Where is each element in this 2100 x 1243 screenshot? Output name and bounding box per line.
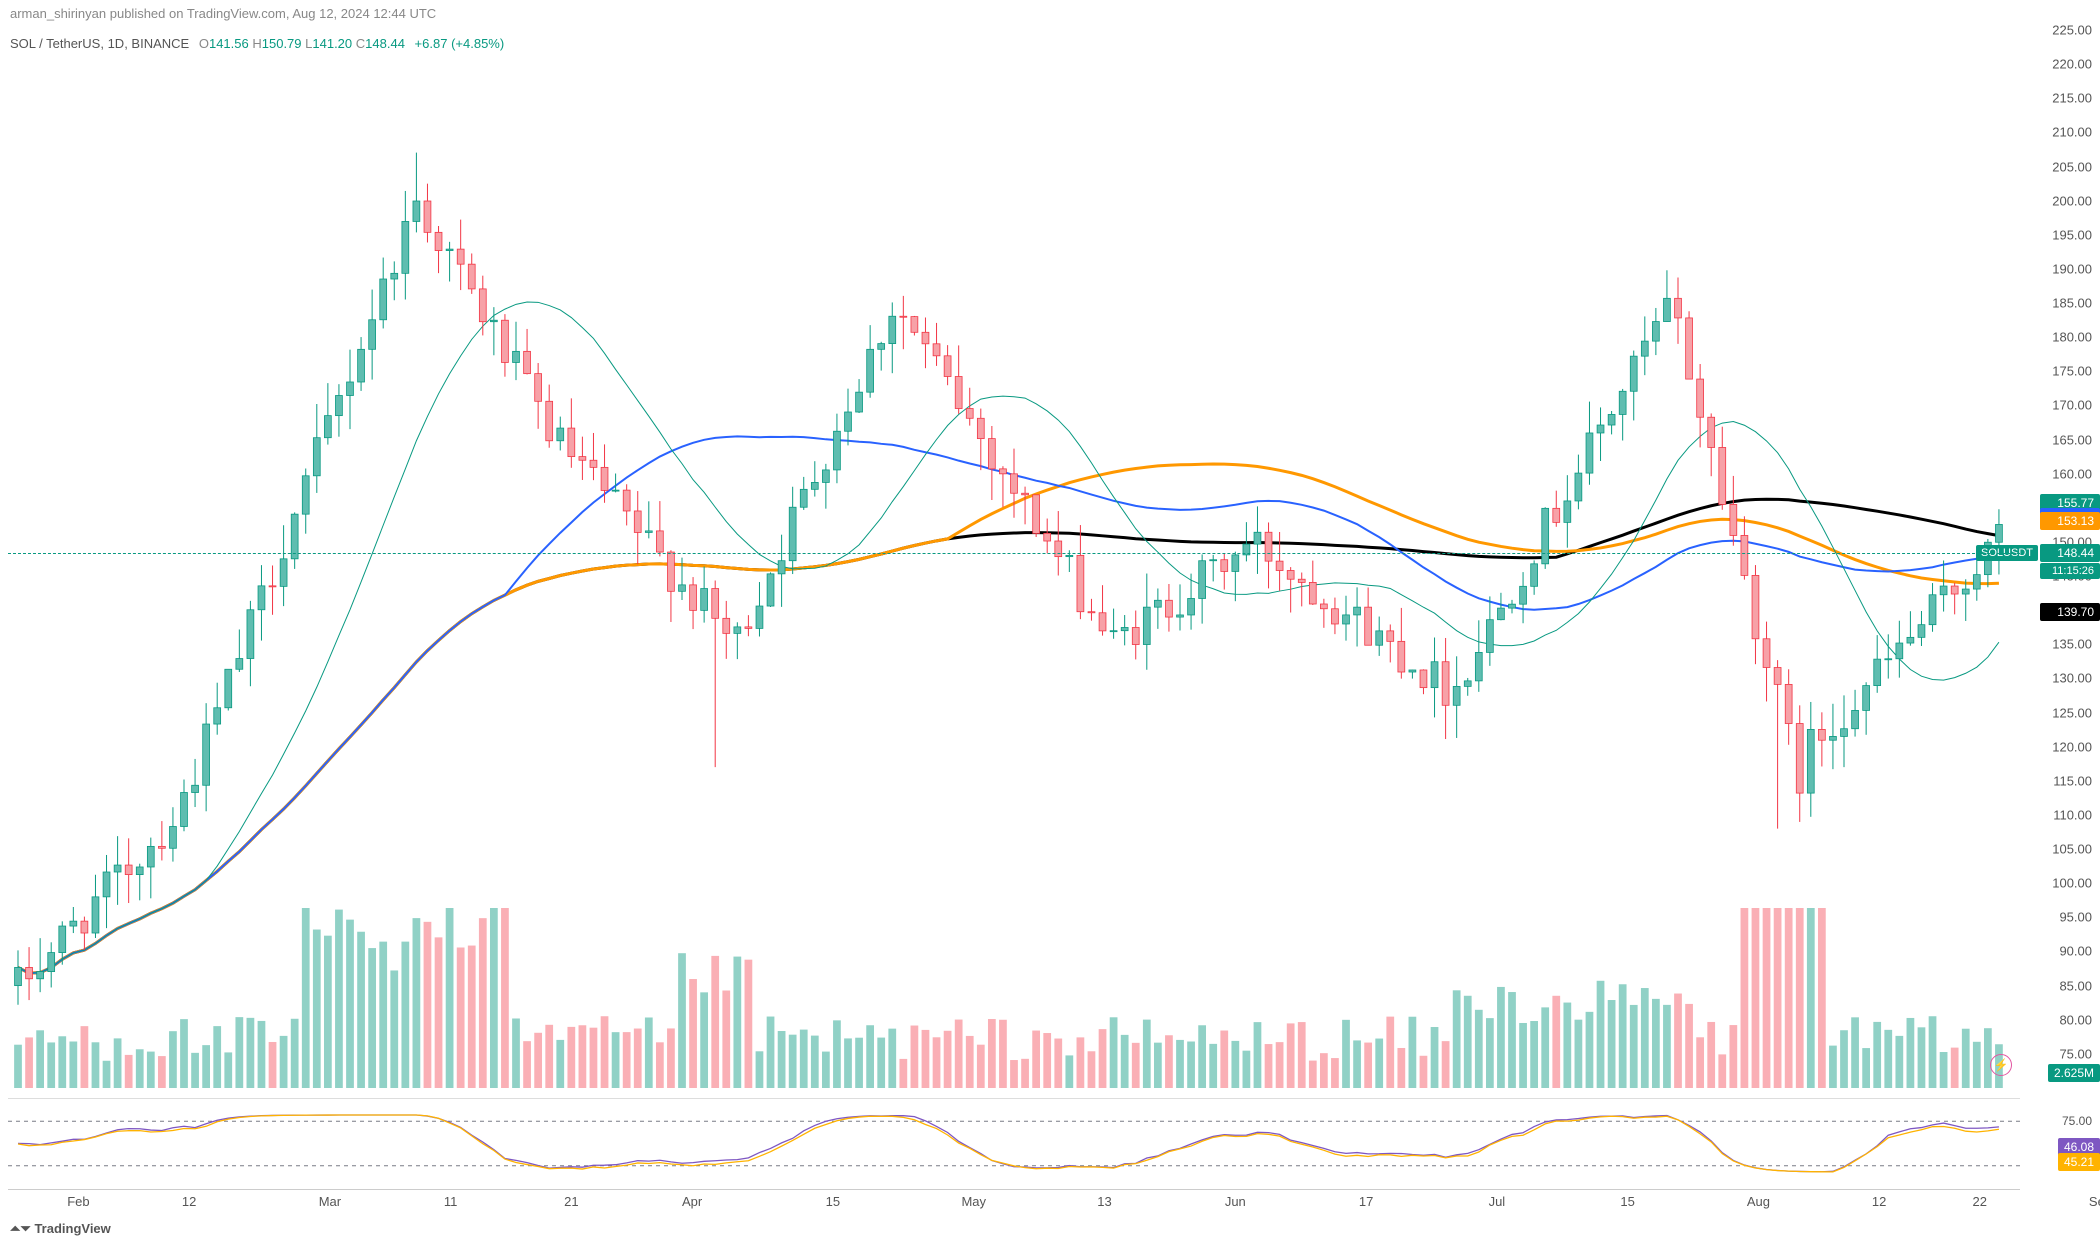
timestamp: Aug 12, 2024 12:44 UTC	[292, 6, 436, 21]
price-tick: 225.00	[2052, 23, 2092, 38]
author: arman_shirinyan	[10, 6, 106, 21]
time-tick: 15	[826, 1194, 840, 1209]
published-on: published on TradingView.com,	[110, 6, 290, 21]
price-tick: 125.00	[2052, 705, 2092, 720]
time-tick: Feb	[67, 1194, 89, 1209]
rsi-value-tag: 45.21	[2058, 1153, 2100, 1171]
price-tag: 139.70	[2040, 603, 2100, 621]
last-price-line	[8, 553, 2020, 554]
price-tick: 80.00	[2059, 1012, 2092, 1027]
time-tick: 13	[1097, 1194, 1111, 1209]
price-tick: 110.00	[2053, 807, 2092, 822]
time-tick: May	[961, 1194, 986, 1209]
price-tick: 165.00	[2052, 432, 2092, 447]
price-tick: 180.00	[2052, 330, 2092, 345]
price-tick: 120.00	[2052, 739, 2092, 754]
price-tick: 95.00	[2059, 910, 2092, 925]
price-tick: 175.00	[2052, 364, 2092, 379]
time-tick: Apr	[682, 1194, 702, 1209]
price-tick: 105.00	[2052, 842, 2092, 857]
rsi-pane[interactable]	[8, 1098, 2020, 1188]
publish-header: arman_shirinyan published on TradingView…	[10, 6, 436, 21]
price-tick: 115.00	[2053, 773, 2092, 788]
rsi-axis: 75.0025.0046.0845.21	[2022, 1098, 2100, 1188]
price-tick: 200.00	[2052, 193, 2092, 208]
price-tick: 215.00	[2052, 91, 2092, 106]
time-tick: 22	[1973, 1194, 1987, 1209]
price-axis[interactable]: 75.00 80.00 85.00 90.00 95.00 100.00 105.00 110…	[2022, 30, 2100, 1088]
price-tick: 170.00	[2052, 398, 2092, 413]
volume-tag: 2.625M	[2048, 1064, 2100, 1082]
price-tick: 195.00	[2052, 227, 2092, 242]
price-chart[interactable]	[8, 30, 2020, 1088]
price-tick: 75.00	[2059, 1046, 2092, 1061]
time-axis[interactable]: Feb12Mar1121Apr15May13Jun17Jul15Aug1222S…	[8, 1189, 2020, 1213]
time-tick: Sep	[2089, 1194, 2100, 1209]
tradingview-watermark[interactable]: ⏶⏷ TradingView	[10, 1221, 111, 1237]
time-tick: 12	[1872, 1194, 1886, 1209]
price-tick: 100.00	[2052, 876, 2092, 891]
time-tick: Jun	[1225, 1194, 1246, 1209]
time-tick: 12	[182, 1194, 196, 1209]
rsi-tick: 75.00	[2062, 1114, 2092, 1128]
price-tick: 190.00	[2052, 261, 2092, 276]
price-tick: 205.00	[2052, 159, 2092, 174]
price-tick: 135.00	[2052, 637, 2092, 652]
price-tick: 220.00	[2052, 57, 2092, 72]
time-tick: Mar	[319, 1194, 341, 1209]
snapshot-icon[interactable]: ⚡	[1990, 1054, 2012, 1076]
time-tick: Jul	[1489, 1194, 1506, 1209]
time-tick: 21	[564, 1194, 578, 1209]
countdown-tag: 11:15:26	[2040, 563, 2100, 579]
tv-logo-icon: ⏶⏷	[10, 1221, 31, 1236]
price-tick: 90.00	[2059, 944, 2092, 959]
price-tick: 160.00	[2052, 466, 2092, 481]
time-tick: 17	[1359, 1194, 1373, 1209]
price-tick: 210.00	[2052, 125, 2092, 140]
price-tick: 85.00	[2059, 978, 2092, 993]
time-tick: Aug	[1747, 1194, 1770, 1209]
time-tick: 15	[1620, 1194, 1634, 1209]
price-tick: 130.00	[2052, 671, 2092, 686]
price-tick: 185.00	[2052, 296, 2092, 311]
time-tick: 11	[444, 1194, 458, 1209]
price-tag: 148.44	[2040, 544, 2100, 562]
price-tag: 153.13	[2040, 512, 2100, 530]
